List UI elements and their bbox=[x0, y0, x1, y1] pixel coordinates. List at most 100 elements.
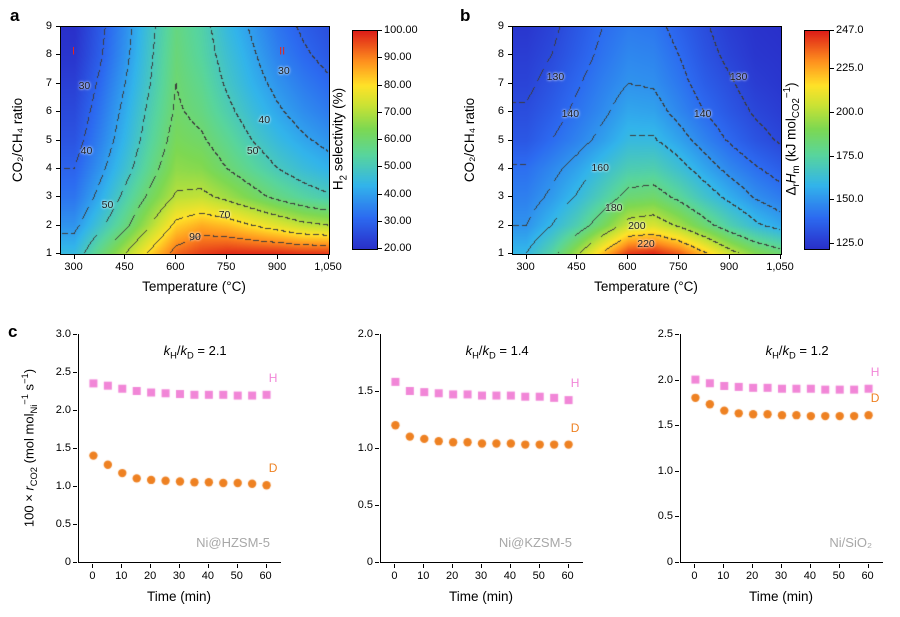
x-tick-label-b: 750 bbox=[669, 261, 688, 273]
y-tick-label-a: 9 bbox=[45, 20, 52, 32]
y-tick-mark-c bbox=[675, 379, 679, 381]
x-tick-mark-c bbox=[423, 564, 425, 568]
colorbar-tick-label-a: 50.00 bbox=[384, 160, 412, 173]
y-tick-mark-a bbox=[56, 253, 60, 254]
contour-label-a: 40 bbox=[80, 144, 93, 157]
colorbar-tick-mark-b bbox=[830, 242, 834, 244]
y-tick-label-a: 6 bbox=[45, 105, 52, 118]
y-tick-mark-b bbox=[508, 167, 512, 169]
colorbar-tick-mark-b bbox=[830, 111, 834, 113]
region-label-a: I bbox=[72, 45, 76, 58]
colorbar-tick-mark-a bbox=[378, 111, 382, 113]
contour-label-b: 140 bbox=[693, 107, 712, 120]
colorbar-tick-label-a: 40.00 bbox=[384, 187, 412, 200]
y-tick-mark-a bbox=[56, 224, 60, 226]
x-tick-mark-c bbox=[838, 564, 840, 568]
y-tick-label-c: 1.5 bbox=[657, 419, 673, 432]
x-tick-label-c: 0 bbox=[691, 570, 698, 582]
y-tick-label-a: 4 bbox=[45, 161, 52, 174]
y-tick-mark-c bbox=[675, 470, 679, 472]
x-tick-mark-b bbox=[525, 255, 527, 259]
panel-c-letter: c bbox=[8, 322, 18, 341]
y-tick-mark-a bbox=[56, 139, 60, 141]
colorbar-tick-mark-b bbox=[830, 155, 834, 157]
y-tick-label-a: 1 bbox=[45, 247, 52, 259]
x-tick-label-c: 20 bbox=[144, 570, 157, 582]
x-tick-mark-c bbox=[179, 564, 180, 568]
colorbar-tick-label-b: 150.0 bbox=[836, 193, 864, 206]
panel-c-scatter-row: H D 0 0.5 1.0 1.5 2.0 2.5 3.0 0 10 20 30 40 50 60 Time (… bbox=[0, 318, 900, 617]
x-tick-label-a: 450 bbox=[115, 261, 134, 273]
catalyst-label-1: Ni@KZSM-5 bbox=[498, 535, 572, 550]
y-tick-mark-b bbox=[508, 196, 512, 198]
x-tick-label-c: 10 bbox=[717, 570, 730, 582]
colorbar-tick-mark-a bbox=[378, 248, 382, 249]
x-tick-label-a: 900 bbox=[267, 261, 287, 273]
y-tick-label-c: 2.0 bbox=[357, 328, 373, 340]
x-tick-mark-b bbox=[627, 255, 629, 259]
series-label-H-1: H bbox=[570, 376, 580, 391]
x-tick-label-c: 30 bbox=[172, 570, 186, 582]
x-tick-mark-c bbox=[509, 564, 511, 568]
y-tick-label-c: 2.0 bbox=[657, 373, 673, 386]
colorbar-tick-mark-a bbox=[378, 166, 382, 168]
scatter-frame-0 bbox=[78, 334, 281, 563]
contour-label-a: 30 bbox=[278, 65, 290, 78]
x-tick-label-c: 60 bbox=[561, 570, 574, 582]
y-tick-label-b: 2 bbox=[497, 218, 504, 231]
panel-a-letter: a bbox=[10, 6, 20, 25]
y-tick-mark-b bbox=[508, 111, 512, 113]
x-tick-mark-b bbox=[678, 255, 680, 259]
scatter-canvas-1 bbox=[381, 334, 583, 562]
y-tick-label-b: 5 bbox=[497, 133, 504, 146]
catalyst-label-0: Ni@HZSM-5 bbox=[196, 535, 270, 550]
colorbar-a bbox=[352, 30, 378, 250]
x-tick-label-b: 1,050 bbox=[766, 261, 794, 273]
y-tick-label-b: 3 bbox=[497, 190, 504, 203]
contour-label-a: 70 bbox=[218, 208, 231, 221]
colorbar-tick-label-a: 30.00 bbox=[384, 214, 412, 227]
y-tick-mark-c bbox=[73, 410, 77, 411]
x-tick-label-c: 50 bbox=[230, 570, 243, 582]
y-tick-mark-c bbox=[73, 524, 77, 525]
y-tick-label-a: 2 bbox=[45, 218, 52, 231]
y-tick-label-c: 2.5 bbox=[55, 366, 71, 378]
x-tick-mark-c bbox=[394, 564, 396, 568]
colorbar-tick-mark-b bbox=[830, 30, 834, 31]
y-tick-label-a: 7 bbox=[45, 76, 52, 89]
x-tick-mark-c bbox=[867, 564, 869, 568]
colorbar-tick-label-a: 60.00 bbox=[384, 133, 412, 145]
colorbar-tick-label-a: 80.00 bbox=[384, 78, 412, 91]
y-tick-mark-c bbox=[73, 486, 77, 487]
y-tick-label-c: 0.5 bbox=[55, 518, 71, 530]
y-tick-label-b: 6 bbox=[497, 105, 504, 118]
colorbar-tick-label-a: 20.00 bbox=[384, 242, 412, 254]
x-tick-label-c: 60 bbox=[259, 570, 272, 582]
plot-frame-a bbox=[60, 26, 330, 255]
colorbar-label-b: ΔrHm (kJ molCO2−1) bbox=[781, 82, 803, 196]
colorbar-tick-mark-a bbox=[378, 220, 382, 222]
x-tick-label-c: 40 bbox=[503, 570, 516, 582]
x-tick-label-c: 10 bbox=[115, 570, 128, 582]
x-tick-label-a: 1,050 bbox=[314, 261, 342, 273]
contour-canvas-a bbox=[61, 27, 329, 254]
y-tick-mark-c bbox=[375, 334, 379, 335]
kie-label-2: kH/kD = 1.2 bbox=[765, 343, 829, 361]
x-tick-mark-b bbox=[780, 255, 781, 259]
x-axis-label-c-2: Time (min) bbox=[749, 589, 813, 604]
contour-label-b: 220 bbox=[637, 237, 655, 250]
y-tick-label-c: 1.0 bbox=[657, 464, 673, 477]
x-tick-label-c: 60 bbox=[861, 570, 874, 582]
x-tick-label-b: 300 bbox=[516, 261, 535, 273]
x-tick-mark-c bbox=[809, 564, 811, 568]
y-tick-mark-c bbox=[375, 562, 379, 563]
series-label-D-0: D bbox=[268, 461, 278, 476]
x-tick-label-b: 450 bbox=[567, 261, 586, 273]
x-tick-label-c: 40 bbox=[803, 570, 816, 582]
colorbar-tick-mark-a bbox=[378, 193, 382, 195]
y-tick-label-a: 5 bbox=[45, 133, 52, 146]
y-tick-mark-c bbox=[375, 448, 379, 449]
y-tick-label-b: 8 bbox=[497, 48, 504, 61]
y-tick-label-c: 0 bbox=[64, 556, 71, 568]
x-tick-mark-c bbox=[481, 564, 482, 568]
